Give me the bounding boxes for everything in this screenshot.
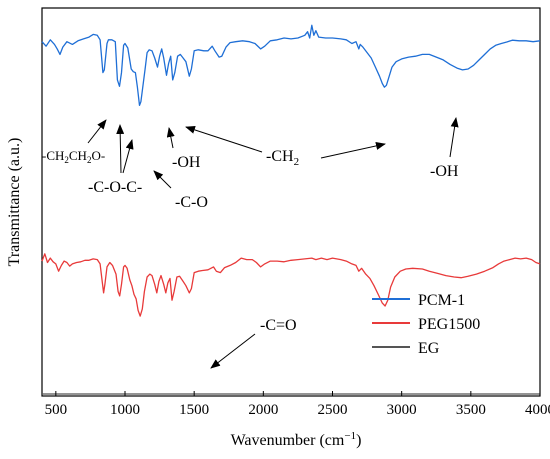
series-line-pcm-1: [41, 24, 541, 107]
annotation-co: -C-O: [175, 194, 208, 211]
legend-label-pcm1: PCM-1: [418, 292, 465, 309]
annotation-oh-1: -OH: [172, 154, 201, 171]
annotation-c-double-o: -C=O: [260, 317, 297, 334]
series-line-peg1500: [41, 253, 541, 317]
x-tick-label-2500: 2500: [318, 402, 348, 418]
annotation-arrow-ch2-left: [185, 126, 263, 153]
annotation-coc: -C-O-C-: [88, 179, 142, 196]
x-tick-label-1500: 1500: [179, 402, 209, 418]
annotation-arrow-coc-b: [122, 139, 134, 174]
annotation-ch2ch2o: -CH2CH2O-: [42, 148, 105, 165]
annotation-arrow-oh-2: [449, 117, 459, 158]
x-tick-label-4000: 4000: [525, 402, 550, 418]
legend-label-eg: EG: [418, 340, 440, 357]
x-tick-label-1000: 1000: [110, 402, 140, 418]
x-axis-ticks: 500 1000 1500 2000 2500 3000 3500 4000: [45, 391, 550, 418]
legend-label-peg1500: PEG1500: [418, 316, 480, 333]
legend: PCM-1 PEG1500 EG: [372, 292, 480, 357]
x-axis-title: Wavenumber (cm−1): [231, 430, 362, 449]
annotation-ch2: -CH2: [266, 148, 299, 168]
annotation-arrow-co: [153, 170, 172, 189]
annotation-oh-2: -OH: [430, 163, 459, 180]
annotation-arrow-co-double: [210, 333, 256, 369]
plot-frame: [41, 7, 541, 397]
annotation-arrow-ch2-right: [320, 142, 386, 159]
x-tick-label-500: 500: [45, 402, 68, 418]
x-tick-label-2000: 2000: [248, 402, 278, 418]
series-layer: [41, 24, 541, 395]
annotation-arrow-ch2ch2o: [87, 119, 107, 144]
annotation-arrow-coc-a: [116, 124, 125, 174]
x-tick-label-3000: 3000: [387, 402, 417, 418]
annotations: -CH2CH2O- -C-O-C- -C-O -OH -CH2 -OH -C=O: [42, 117, 459, 369]
y-axis-title: Transmittance (a.u.): [6, 138, 23, 267]
x-tick-label-3500: 3500: [456, 402, 486, 418]
annotation-arrow-oh-1: [166, 127, 175, 149]
